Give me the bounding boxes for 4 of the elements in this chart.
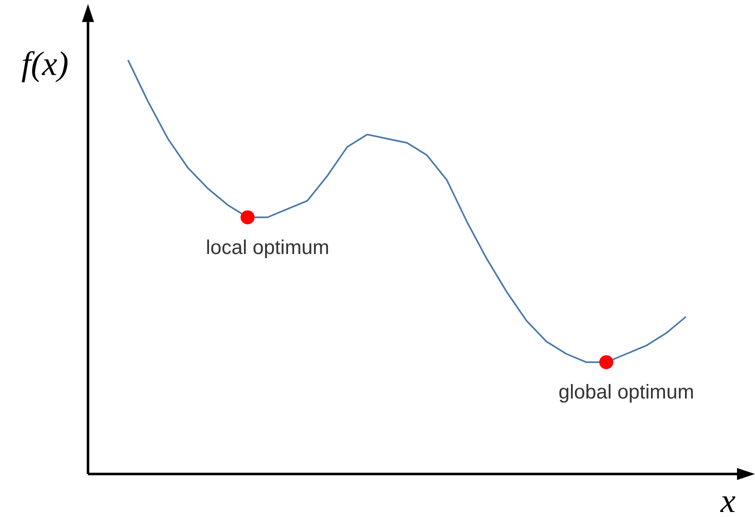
annotation: global optimum <box>558 382 694 404</box>
x-axis-title: x <box>719 482 736 517</box>
y-axis-title: f(x) <box>21 46 69 83</box>
annotation: local optimum <box>206 236 330 259</box>
